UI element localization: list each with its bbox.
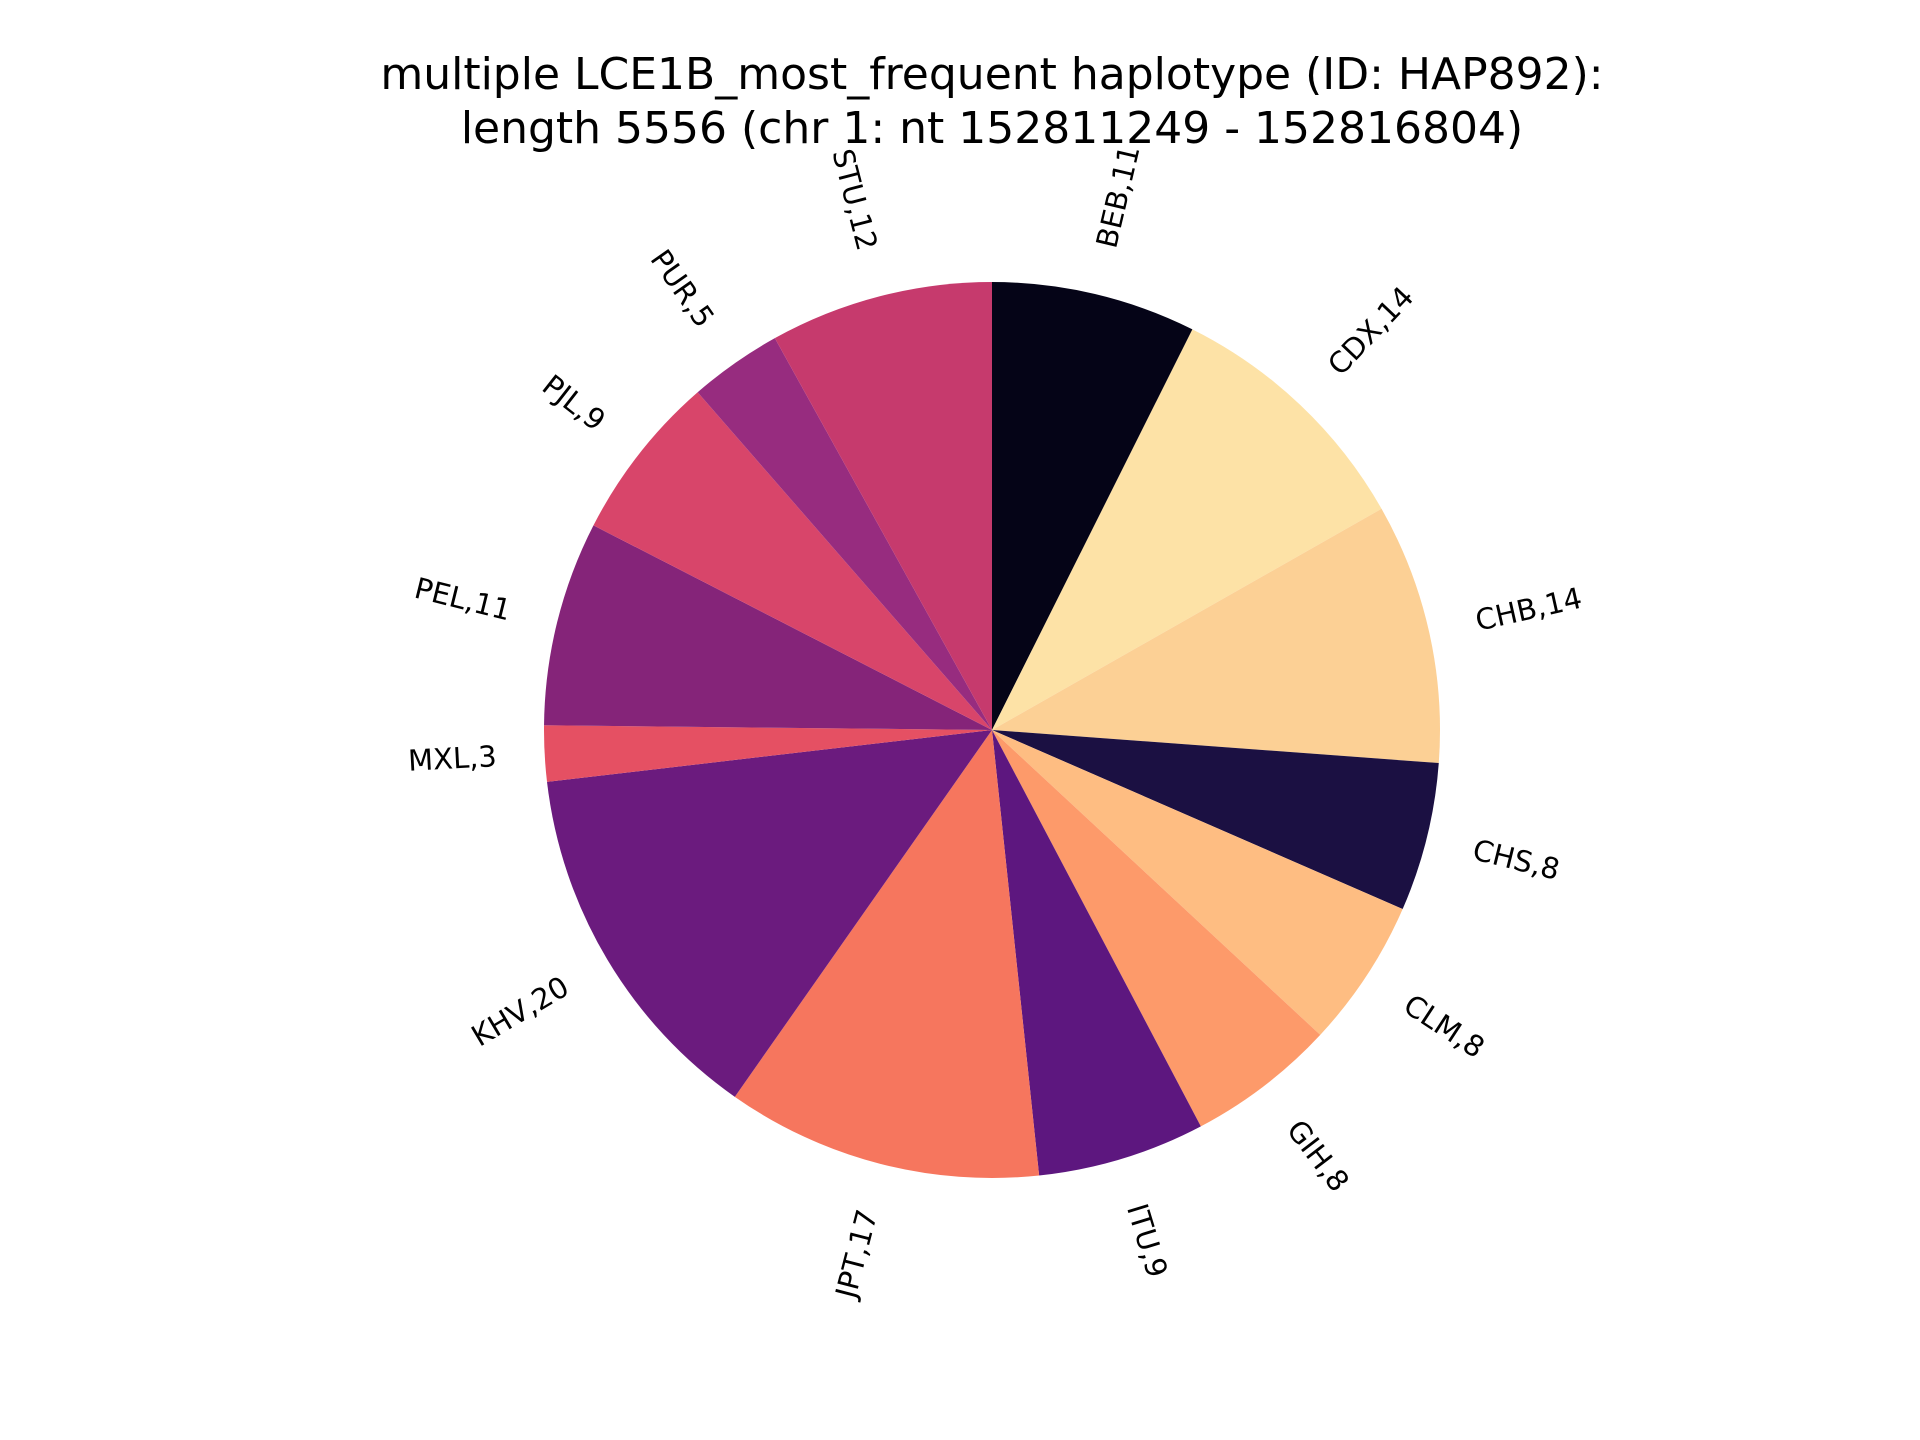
pie-slice-beb <box>992 282 1193 730</box>
pie-label-stu: STU,12 <box>825 145 884 254</box>
pie-slices <box>543 282 1440 1178</box>
chart-title-line-2: length 5556 (chr 1: nt 152811249 - 15281… <box>460 103 1524 154</box>
pie-slice-pur <box>697 338 992 730</box>
pie-slice-stu <box>774 282 992 730</box>
pie-slice-jpt <box>734 730 1040 1178</box>
pie-slice-pjl <box>593 392 992 730</box>
pie-slice-chb <box>992 508 1440 764</box>
pie-label-chs: CHS,8 <box>1469 833 1563 887</box>
pie-label-pjl: PJL,9 <box>536 368 612 438</box>
pie-slice-mxl <box>543 725 992 782</box>
pie-label-chb: CHB,14 <box>1472 581 1585 638</box>
pie-slice-chs <box>992 730 1439 910</box>
pie-label-cdx: CDX,14 <box>1321 280 1420 382</box>
chart-title-line-1: multiple LCE1B_most_frequent haplotype (… <box>380 49 1604 100</box>
pie-slice-khv <box>547 730 992 1097</box>
pie-slice-gih <box>992 730 1321 1127</box>
pie-label-pur: PUR,5 <box>644 243 722 333</box>
pie-label-itu: ITU,9 <box>1120 1200 1174 1282</box>
pie-label-mxl: MXL,3 <box>407 739 497 778</box>
pie-label-jpt: JPT,17 <box>828 1206 884 1303</box>
chart-title: multiple LCE1B_most_frequent haplotype (… <box>0 48 1920 156</box>
pie-slice-clm <box>992 730 1403 1035</box>
pie-label-khv: KHV,20 <box>466 969 575 1053</box>
pie-slice-cdx <box>992 329 1382 730</box>
pie-slice-pel <box>544 525 992 730</box>
pie-label-clm: CLM,8 <box>1398 988 1491 1065</box>
pie-label-pel: PEL,11 <box>411 571 514 628</box>
pie-label-beb: BEB,11 <box>1089 142 1146 251</box>
pie-label-gih: GIH,8 <box>1280 1113 1356 1198</box>
pie-slice-itu <box>992 730 1201 1176</box>
